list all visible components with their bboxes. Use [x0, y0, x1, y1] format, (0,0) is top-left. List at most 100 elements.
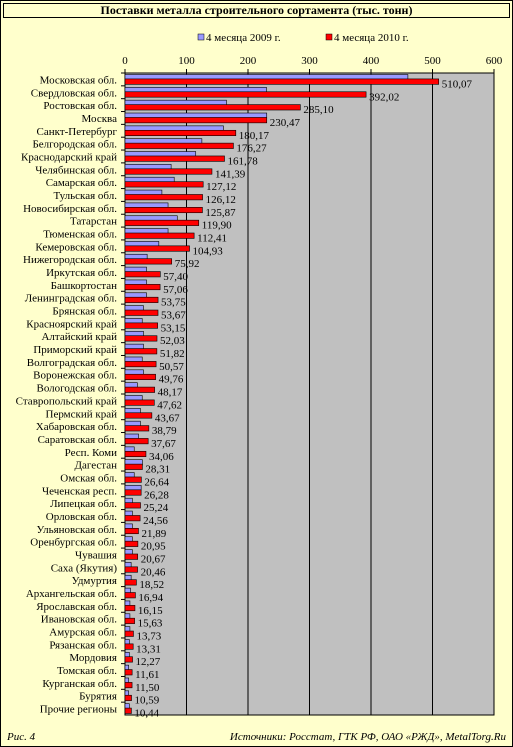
value-label: 18,52 — [139, 579, 164, 591]
category-label: Архангельская обл. — [26, 588, 117, 600]
bar-2010 — [124, 142, 234, 149]
bar-2010 — [124, 476, 142, 483]
category-label: Башкортостан — [51, 280, 117, 292]
category-label: Воронежская обл. — [33, 370, 117, 382]
value-label: 34,06 — [149, 451, 174, 463]
category-label: Бурятия — [79, 691, 117, 703]
bar-2010 — [124, 194, 203, 201]
bar-2010 — [124, 207, 203, 214]
bar-2010 — [124, 502, 141, 509]
category-label: Новосибирская обл. — [23, 203, 117, 215]
value-label: 21,89 — [141, 528, 166, 540]
bar-2010 — [124, 386, 155, 393]
value-label: 43,67 — [155, 412, 180, 424]
bar-2010 — [124, 630, 134, 637]
bar-2010 — [124, 271, 161, 278]
value-label: 180,17 — [239, 130, 270, 142]
value-label: 28,31 — [145, 464, 170, 476]
category-label: Приморский край — [33, 344, 117, 356]
legend-swatch-2009 — [197, 33, 205, 41]
bar-2010 — [124, 438, 149, 445]
bar-2010 — [124, 412, 153, 419]
category-label: Волгоградская обл. — [27, 357, 117, 369]
value-label: 26,64 — [144, 476, 169, 488]
category-label: Ивановская обл. — [41, 614, 117, 626]
bar-2010 — [124, 78, 439, 85]
category-label: Татарстан — [70, 216, 117, 228]
category-label: Амурская обл. — [49, 627, 117, 639]
x-tick-label: 100 — [178, 55, 195, 67]
category-label: Ставропольский край — [16, 395, 117, 407]
bar-2010 — [124, 566, 138, 573]
legend-swatch-2010 — [325, 33, 333, 41]
category-label: Тюменская обл. — [43, 229, 117, 241]
value-label: 25,24 — [144, 502, 169, 514]
bar-2010 — [124, 694, 132, 701]
category-label: Липецкая обл. — [50, 498, 117, 510]
bar-2010 — [124, 117, 268, 124]
value-label: 10,44 — [134, 708, 159, 720]
chart-title: Поставки металла строительного сортамент… — [3, 3, 510, 18]
value-label: 37,67 — [151, 438, 176, 450]
value-label: 127,12 — [206, 181, 236, 193]
category-label: Курганская обл. — [42, 678, 117, 690]
value-label: 57,06 — [163, 284, 188, 296]
category-label: Санкт-Петербург — [37, 126, 118, 138]
bar-2010 — [124, 309, 159, 316]
bar-2010 — [124, 322, 158, 329]
category-label: Московская обл. — [40, 74, 118, 86]
bar-2010 — [124, 348, 158, 355]
value-label: 20,95 — [141, 541, 166, 553]
value-label: 126,12 — [206, 194, 236, 206]
value-label: 48,17 — [158, 387, 183, 399]
value-label: 47,62 — [157, 399, 182, 411]
bar-2010 — [124, 450, 147, 457]
bar-2010 — [124, 168, 213, 175]
value-label: 26,28 — [144, 489, 169, 501]
bar-2010 — [124, 656, 133, 663]
bar-2010 — [124, 296, 159, 303]
category-label: Дагестан — [74, 460, 117, 472]
value-label: 510,07 — [442, 78, 473, 90]
value-label: 20,67 — [141, 554, 166, 566]
x-tick-label: 0 — [122, 55, 128, 67]
value-label: 13,73 — [136, 631, 161, 643]
category-label: Брянская обл. — [52, 306, 117, 318]
category-label: Москва — [82, 113, 118, 125]
value-label: 16,94 — [138, 592, 163, 604]
value-label: 15,63 — [138, 618, 163, 630]
value-label: 24,56 — [143, 515, 168, 527]
category-label: Ростовская обл. — [43, 100, 117, 112]
footer: Рис. 4 Источники: Росстат, ГТК РФ, ОАО «… — [3, 729, 510, 746]
value-label: 104,93 — [193, 245, 224, 257]
value-label: 176,27 — [236, 143, 267, 155]
bar-2010 — [124, 707, 132, 714]
category-label: Ленинградская обл. — [25, 293, 117, 305]
category-label: Томская обл. — [57, 665, 117, 677]
x-tick-label: 200 — [240, 55, 257, 67]
category-label: Краснодарский край — [21, 151, 117, 163]
bar-2010 — [124, 284, 161, 291]
bar-2010 — [124, 245, 190, 252]
bar-2010 — [124, 104, 301, 111]
value-label: 50,57 — [159, 361, 184, 373]
value-label: 75,92 — [175, 258, 200, 270]
value-label: 11,61 — [135, 669, 159, 681]
category-label: Красноярский край — [26, 318, 117, 330]
category-label: Чувашия — [75, 550, 117, 562]
category-label: Тульская обл. — [53, 190, 117, 202]
bar-2010 — [124, 361, 157, 368]
value-label: 53,75 — [161, 297, 186, 309]
bar-2010 — [124, 219, 200, 226]
source-note: Источники: Росстат, ГТК РФ, ОАО «РЖД», M… — [229, 731, 506, 743]
bar-2010 — [124, 553, 139, 560]
category-label: Прочие регионы — [40, 704, 118, 716]
value-label: 49,76 — [159, 374, 184, 386]
bar-chart: 0 100 200 300 400 500 600 4 месяца 2009 г. 4 мес… — [16, 32, 503, 720]
category-label: Самарская обл. — [46, 177, 118, 189]
category-label: Мордовия — [69, 652, 117, 664]
bar-2010 — [124, 515, 141, 522]
value-label: 392,02 — [369, 91, 399, 103]
value-label: 20,46 — [141, 566, 166, 578]
